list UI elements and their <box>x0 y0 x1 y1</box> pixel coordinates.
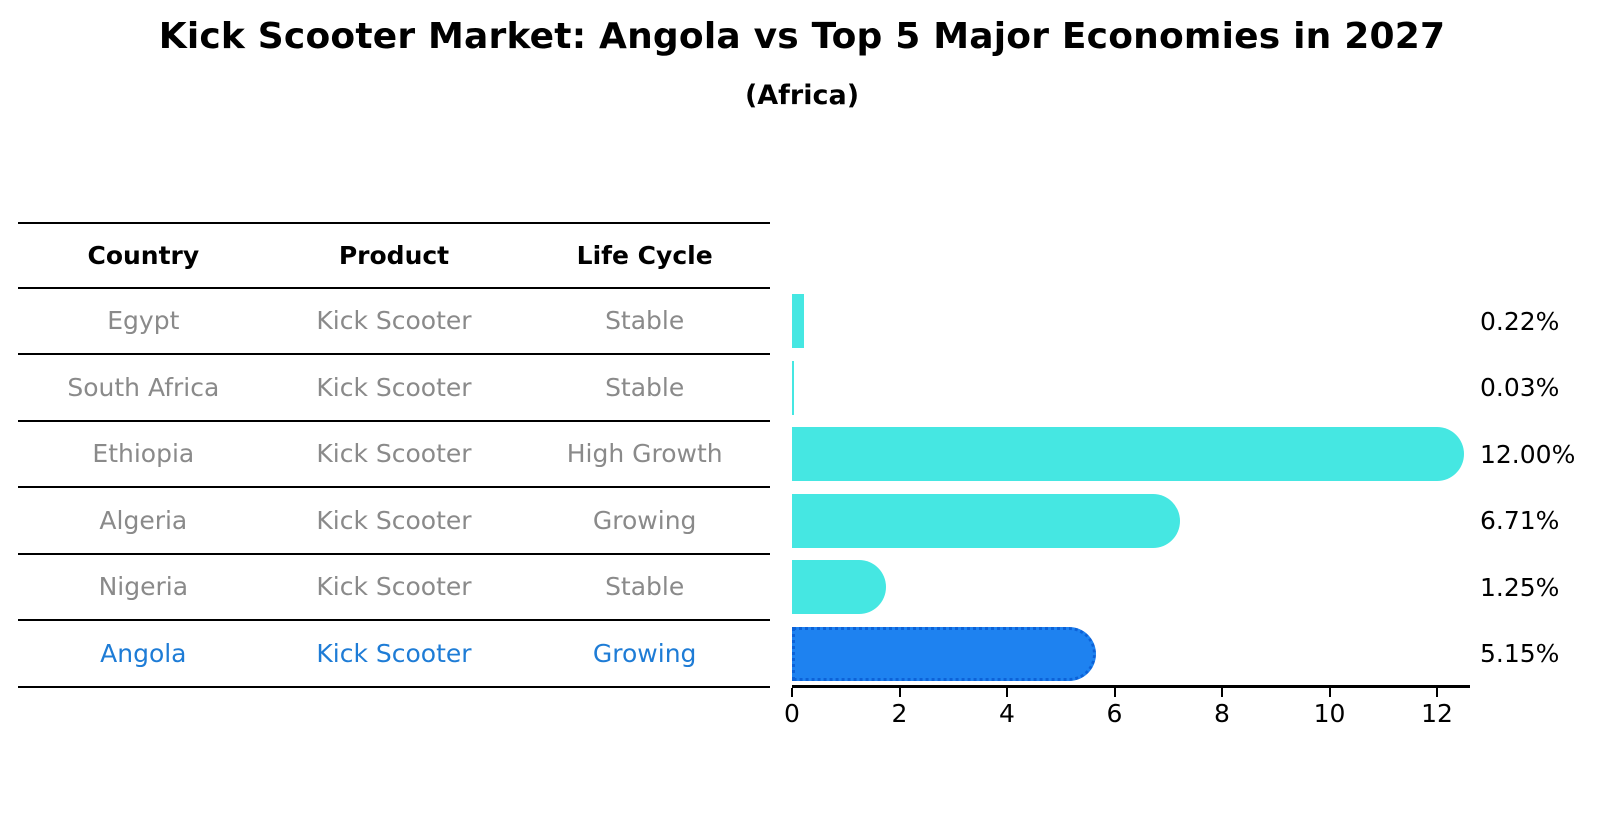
bar-row: 1.25% <box>792 554 1604 621</box>
x-axis-tick-label: 12 <box>1421 699 1453 728</box>
bar-row: 0.03% <box>792 355 1604 422</box>
x-axis-tick-label: 0 <box>784 699 800 728</box>
bar-row: 0.22% <box>792 288 1604 355</box>
chart-title: Kick Scooter Market: Angola vs Top 5 Maj… <box>158 16 1446 57</box>
x-axis-tick-label: 4 <box>999 699 1015 728</box>
bar-value-label: 0.03% <box>1480 373 1560 403</box>
cell-lifecycle: Stable <box>605 372 685 402</box>
bar <box>792 493 1180 548</box>
chart-subtitle: (Africa) <box>744 80 860 111</box>
cell-country: Ethiopia <box>92 439 195 469</box>
cell-product: Kick Scooter <box>316 372 472 402</box>
header-cell-lifecycle: Life Cycle <box>576 240 713 270</box>
cell-country: South Africa <box>67 372 220 402</box>
cell-product: Kick Scooter <box>316 572 472 602</box>
cell-lifecycle: Growing <box>592 505 697 535</box>
cell-lifecycle: Stable <box>605 572 685 602</box>
bar-value-label: 12.00% <box>1480 439 1576 469</box>
x-axis-tick <box>1006 688 1008 697</box>
bar-row: 5.15% <box>792 621 1604 688</box>
bar-row: 6.71% <box>792 488 1604 555</box>
x-axis-tick <box>1436 688 1438 697</box>
table-row: Algeria Kick Scooter Growing <box>18 488 770 555</box>
x-axis-tick <box>1113 688 1116 697</box>
cell-product: Kick Scooter <box>316 439 472 469</box>
x-axis-tick <box>1328 688 1331 697</box>
table-row: Ethiopia Kick Scooter High Growth <box>18 422 770 488</box>
bar-value-label: 5.15% <box>1480 639 1560 669</box>
bar-value-label: 0.22% <box>1480 306 1560 336</box>
bar <box>792 560 887 614</box>
table-row: Angola Kick Scooter Growing <box>18 621 770 688</box>
x-axis-tick-label: 2 <box>891 699 908 728</box>
table-row: South Africa Kick Scooter Stable <box>18 355 770 422</box>
cell-product: Kick Scooter <box>316 306 472 336</box>
x-axis-line <box>792 685 1470 688</box>
cell-country: Angola <box>100 638 187 668</box>
cell-country: Nigeria <box>98 572 189 602</box>
header-cell-country: Country <box>87 240 200 270</box>
x-axis-tick-label: 6 <box>1106 699 1123 728</box>
bar-highlight <box>792 626 1096 681</box>
country-table: Country Product Life Cycle Egypt Kick Sco… <box>18 222 770 688</box>
bar <box>792 360 794 415</box>
x-axis-tick <box>1221 688 1223 697</box>
bar-value-label: 1.25% <box>1480 572 1560 602</box>
bar <box>792 294 804 348</box>
cell-country: Algeria <box>99 505 188 535</box>
cell-lifecycle: High Growth <box>566 439 723 469</box>
table-row: Egypt Kick Scooter Stable <box>18 289 770 355</box>
bar <box>792 427 1464 481</box>
cell-lifecycle: Growing <box>592 638 697 668</box>
table-row: Nigeria Kick Scooter Stable <box>18 555 770 621</box>
bar-chart: 0.22% 0.03% 12.00% 6.71% 1.25% 5.15% <box>792 288 1604 687</box>
cell-country: Egypt <box>107 306 180 336</box>
table-header-row: Country Product Life Cycle <box>18 222 770 289</box>
x-axis-tick-label: 8 <box>1214 699 1230 728</box>
x-axis-tick-label: 10 <box>1313 699 1346 728</box>
x-axis-tick <box>791 688 793 697</box>
cell-product: Kick Scooter <box>316 505 472 535</box>
bar-row: 12.00% <box>792 421 1604 488</box>
bar-value-label: 6.71% <box>1480 506 1560 536</box>
header-cell-product: Product <box>338 240 450 270</box>
table-body: Egypt Kick Scooter Stable South Africa Kick … <box>18 289 770 688</box>
cell-lifecycle: Stable <box>605 306 685 336</box>
x-axis-tick <box>898 688 901 697</box>
cell-product: Kick Scooter <box>316 638 472 668</box>
